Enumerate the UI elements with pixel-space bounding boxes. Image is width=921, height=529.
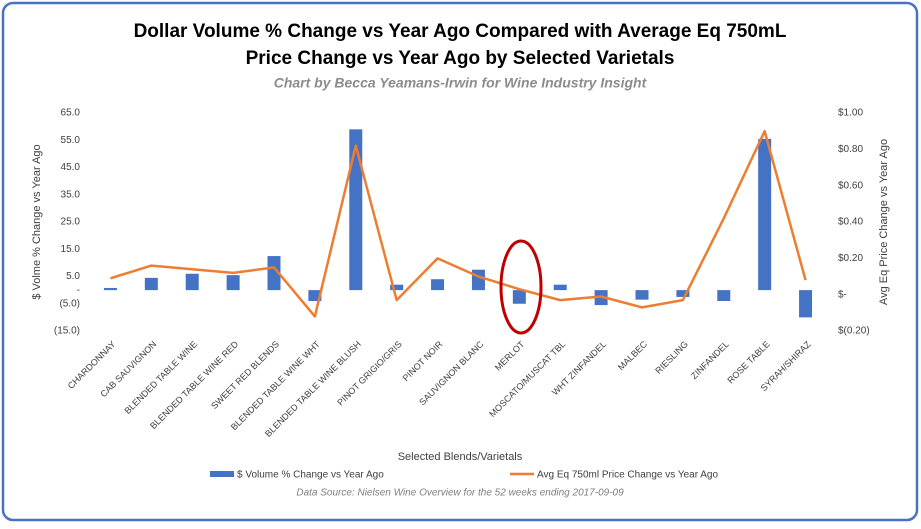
bar — [267, 256, 281, 291]
y2-tick-label: $(0.20) — [838, 326, 870, 337]
source: Data Source: Nielsen Wine Overview for t… — [296, 488, 624, 499]
y-tick-label: 25.0 — [61, 217, 81, 228]
chart-title: Price Change vs Year Ago by Selected Var… — [246, 48, 675, 69]
y-tick-label: 35.0 — [61, 189, 81, 200]
y-tick-label: (5.0) — [59, 298, 80, 309]
line — [110, 129, 807, 318]
y-tick-label: 5.0 — [66, 271, 80, 282]
y2-tick-label: $0.20 — [838, 253, 863, 264]
y-tick-label: 55.0 — [61, 135, 81, 146]
bar — [431, 279, 445, 291]
bar — [758, 138, 772, 291]
bar — [226, 275, 240, 291]
chart-title: Dollar Volume % Change vs Year Ago Compa… — [134, 21, 787, 42]
highlight-ellipse — [499, 239, 543, 335]
legend-label: $ Volume % Change vs Year Ago — [237, 470, 384, 481]
legend-swatch — [210, 471, 234, 477]
y-tick-label: 15.0 — [61, 244, 81, 255]
y2-axis-title: Avg Eq Price Change vs Year Ago — [878, 139, 890, 305]
bar — [144, 277, 158, 291]
y2-tick-label: $0.80 — [838, 144, 863, 155]
y2-tick-label: $0.40 — [838, 217, 863, 228]
bar — [349, 129, 363, 291]
bar — [103, 287, 117, 291]
bar — [676, 290, 690, 297]
y-tick-label: - — [77, 285, 80, 296]
y-tick-label: 45.0 — [61, 162, 81, 173]
bar — [512, 290, 526, 304]
bar — [799, 290, 813, 318]
bar — [717, 290, 731, 302]
y-tick-label: (15.0) — [54, 326, 80, 337]
y-tick-label: 65.0 — [61, 108, 81, 119]
y2-tick-label: $0.60 — [838, 180, 863, 191]
x-axis-title: Selected Blends/Varietals — [398, 451, 523, 463]
y2-tick-label: $1.00 — [838, 108, 863, 119]
y2-tick-label: $- — [838, 289, 847, 300]
bar — [635, 290, 649, 300]
bar — [308, 290, 322, 302]
y-axis-title: $ Volme % Change vs Year Ago — [31, 144, 43, 299]
bar — [553, 284, 567, 291]
bar — [390, 284, 404, 291]
legend-label: Avg Eq 750ml Price Change vs Year Ago — [537, 470, 718, 481]
subtitle: Chart by Becca Yeamans-Irwin for Wine In… — [274, 75, 648, 91]
bar — [185, 273, 199, 291]
bar — [471, 269, 485, 291]
